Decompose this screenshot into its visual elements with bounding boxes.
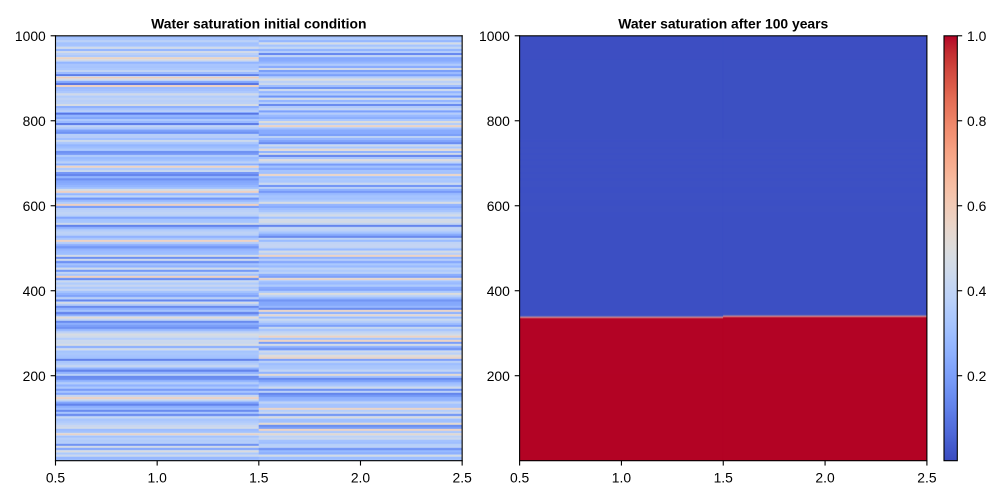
svg-text:1.5: 1.5 — [249, 469, 269, 485]
svg-text:0.6: 0.6 — [967, 198, 987, 214]
svg-text:1000: 1000 — [15, 28, 46, 44]
svg-text:200: 200 — [23, 368, 46, 384]
svg-text:200: 200 — [487, 368, 510, 384]
svg-text:1.5: 1.5 — [714, 469, 734, 485]
svg-text:1.0: 1.0 — [148, 469, 168, 485]
svg-text:0.5: 0.5 — [46, 469, 66, 485]
svg-text:600: 600 — [487, 198, 510, 214]
svg-text:2.5: 2.5 — [453, 469, 473, 485]
svg-text:400: 400 — [23, 283, 46, 299]
svg-text:2.0: 2.0 — [815, 469, 835, 485]
svg-text:Water saturation initial condi: Water saturation initial condition — [151, 16, 366, 32]
svg-text:1000: 1000 — [479, 28, 510, 44]
svg-text:0.8: 0.8 — [967, 113, 987, 129]
svg-text:2.5: 2.5 — [917, 469, 937, 485]
svg-text:800: 800 — [487, 113, 510, 129]
svg-text:0.5: 0.5 — [510, 469, 530, 485]
svg-text:800: 800 — [23, 113, 46, 129]
svg-text:1.0: 1.0 — [967, 28, 987, 44]
svg-text:1.0: 1.0 — [612, 469, 632, 485]
svg-text:2.0: 2.0 — [351, 469, 371, 485]
svg-text:0.4: 0.4 — [967, 283, 987, 299]
svg-text:600: 600 — [23, 198, 46, 214]
svg-text:400: 400 — [487, 283, 510, 299]
svg-text:Water saturation after 100 yea: Water saturation after 100 years — [618, 16, 828, 32]
svg-text:0.2: 0.2 — [967, 368, 987, 384]
